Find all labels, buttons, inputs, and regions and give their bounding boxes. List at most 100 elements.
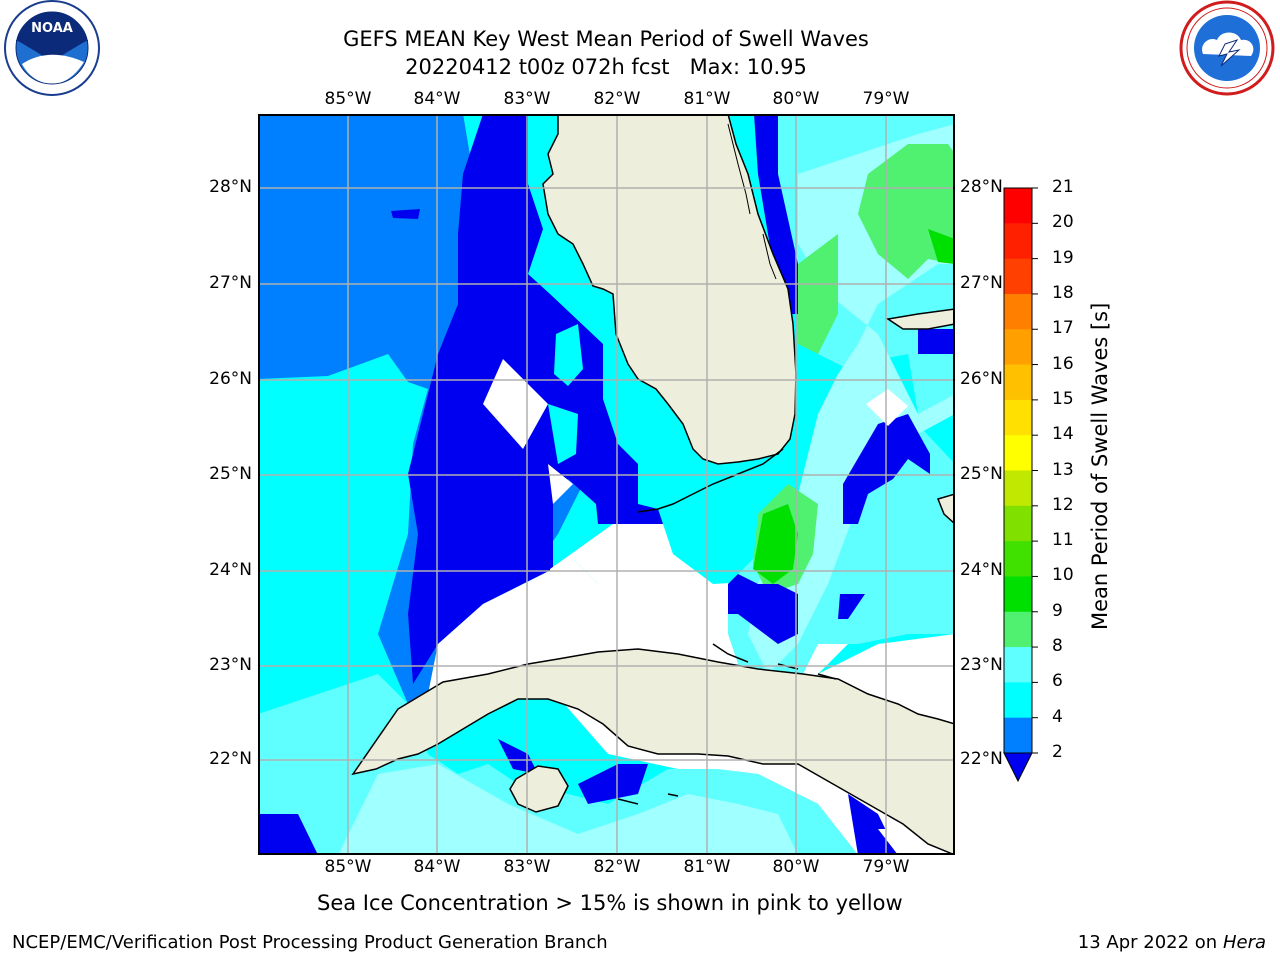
colorbar-segment (1004, 258, 1032, 295)
colorbar-tick-label: 16 (1052, 353, 1074, 374)
colorbar (1000, 186, 1040, 786)
lat-label-left: 23°N (209, 655, 252, 675)
colorbar-tick-label: 4 (1052, 706, 1063, 727)
lat-label-left: 28°N (209, 177, 252, 197)
lon-label-top: 81°W (683, 89, 731, 109)
lon-label-top: 84°W (413, 89, 461, 109)
swell-field-10-11 (928, 229, 955, 264)
colorbar-segment (1004, 505, 1032, 542)
colorbar-tick-label: 2 (1052, 742, 1063, 762)
lat-label-right: 22°N (960, 749, 1003, 769)
lon-label-bottom: 82°W (593, 857, 641, 877)
colorbar-tick-label: 17 (1052, 318, 1074, 339)
colorbar-label: Mean Period of Swell Waves [s] (1088, 302, 1112, 630)
land-florida (542, 114, 797, 465)
map-panel (258, 114, 955, 855)
swell-field-under-2 (578, 764, 648, 804)
swell-field-under-2 (754, 114, 798, 314)
land-bahamas (936, 493, 955, 526)
gridlines (258, 114, 955, 855)
colorbar-segment (1004, 223, 1032, 260)
colorbar-tick-label: 10 (1052, 565, 1074, 586)
colorbar-segment (1004, 435, 1032, 471)
colorbar-tick-label: 19 (1052, 247, 1074, 268)
lat-label-right: 24°N (960, 560, 1003, 580)
colorbar-tick-label: 11 (1052, 530, 1074, 551)
footer-date-text: 13 Apr 2022 on (1077, 932, 1223, 953)
colorbar-segment (1004, 682, 1032, 719)
lon-label-bottom: 83°W (503, 857, 551, 877)
swell-field-under-2 (918, 329, 955, 354)
lat-label-left: 26°N (209, 369, 252, 389)
lon-label-top: 82°W (593, 89, 641, 109)
colorbar-segment (1004, 470, 1032, 507)
colorbar-segment (1004, 611, 1032, 648)
lat-label-left: 22°N (209, 749, 252, 769)
lat-label-right: 26°N (960, 369, 1003, 389)
colorbar-tick-label: 9 (1052, 600, 1063, 621)
lon-label-top: 83°W (503, 89, 551, 109)
colorbar-segment (1004, 541, 1032, 577)
no-data-area (866, 389, 908, 426)
lat-label-right: 23°N (960, 655, 1003, 675)
colorbar-svg (1003, 187, 1038, 783)
lon-label-bottom: 80°W (772, 857, 820, 877)
colorbar-tick-label: 21 (1052, 177, 1074, 197)
colorbar-tick-label: 18 (1052, 282, 1074, 303)
colorbar-segment (1004, 576, 1032, 613)
nws-logo-icon (1175, 0, 1280, 100)
swell-field-under-2 (498, 739, 538, 774)
colorbar-segment (1004, 399, 1032, 436)
colorbar-tick-label: 20 (1052, 212, 1074, 233)
lat-label-right: 25°N (960, 464, 1003, 484)
colorbar-segment (1004, 717, 1032, 754)
colorbar-tick-label: 6 (1052, 671, 1063, 692)
colorbar-tick-label: 15 (1052, 388, 1074, 409)
lat-label-right: 27°N (960, 273, 1003, 293)
lon-label-top: 80°W (772, 89, 820, 109)
lat-label-left: 24°N (209, 560, 252, 580)
land-cuba (351, 648, 955, 855)
footer-host: Hera (1222, 932, 1266, 953)
land-florida-keys (637, 448, 784, 513)
colorbar-tick-label: 13 (1052, 459, 1074, 480)
lat-label-left: 27°N (209, 273, 252, 293)
lon-label-bottom: 79°W (862, 857, 910, 877)
map-svg (258, 114, 955, 855)
lon-label-top: 79°W (862, 89, 910, 109)
colorbar-segment (1004, 647, 1032, 683)
footer-credit: NCEP/EMC/Verification Post Processing Pr… (12, 932, 608, 953)
noaa-logo-text: NOAA (31, 21, 73, 36)
swell-field-under-2 (258, 814, 318, 855)
colorbar-segment (1004, 188, 1032, 224)
swell-field-9-10 (798, 234, 838, 354)
colorbar-tick-label: 14 (1052, 424, 1074, 445)
footer-date: 13 Apr 2022 on Hera (1078, 932, 1266, 953)
colorbar-segment (1004, 293, 1032, 330)
lon-label-bottom: 85°W (324, 857, 372, 877)
chart-title: GEFS MEAN Key West Mean Period of Swell … (343, 27, 869, 51)
swell-field-under-2 (838, 594, 865, 619)
lat-label-left: 25°N (209, 464, 252, 484)
colorbar-tick-label: 8 (1052, 636, 1063, 657)
no-data-area (878, 829, 955, 855)
swell-field-2-4 (258, 114, 488, 389)
swell-field-4-6 (548, 404, 578, 464)
chart-subtitle: 20220412 t00z 072h fcst Max: 10.95 (405, 55, 807, 79)
no-data-area (483, 359, 548, 449)
lon-label-top: 85°W (324, 89, 372, 109)
swell-field-under-2 (391, 209, 420, 219)
swell-field-10-11 (753, 504, 798, 584)
map-frame (258, 114, 955, 855)
colorbar-tick-label: 12 (1052, 494, 1074, 515)
colorbar-segment (1004, 329, 1032, 366)
swell-field-under-2 (728, 574, 798, 644)
swell-field-4-6 (554, 324, 583, 386)
lon-label-bottom: 81°W (683, 857, 731, 877)
colorbar-under-arrow (1003, 752, 1033, 783)
no-data-area (548, 464, 573, 504)
colorbar-segment (1004, 364, 1032, 401)
noaa-logo-icon (0, 0, 105, 100)
lat-label-right: 28°N (960, 177, 1003, 197)
swell-field-8-9 (338, 764, 798, 855)
